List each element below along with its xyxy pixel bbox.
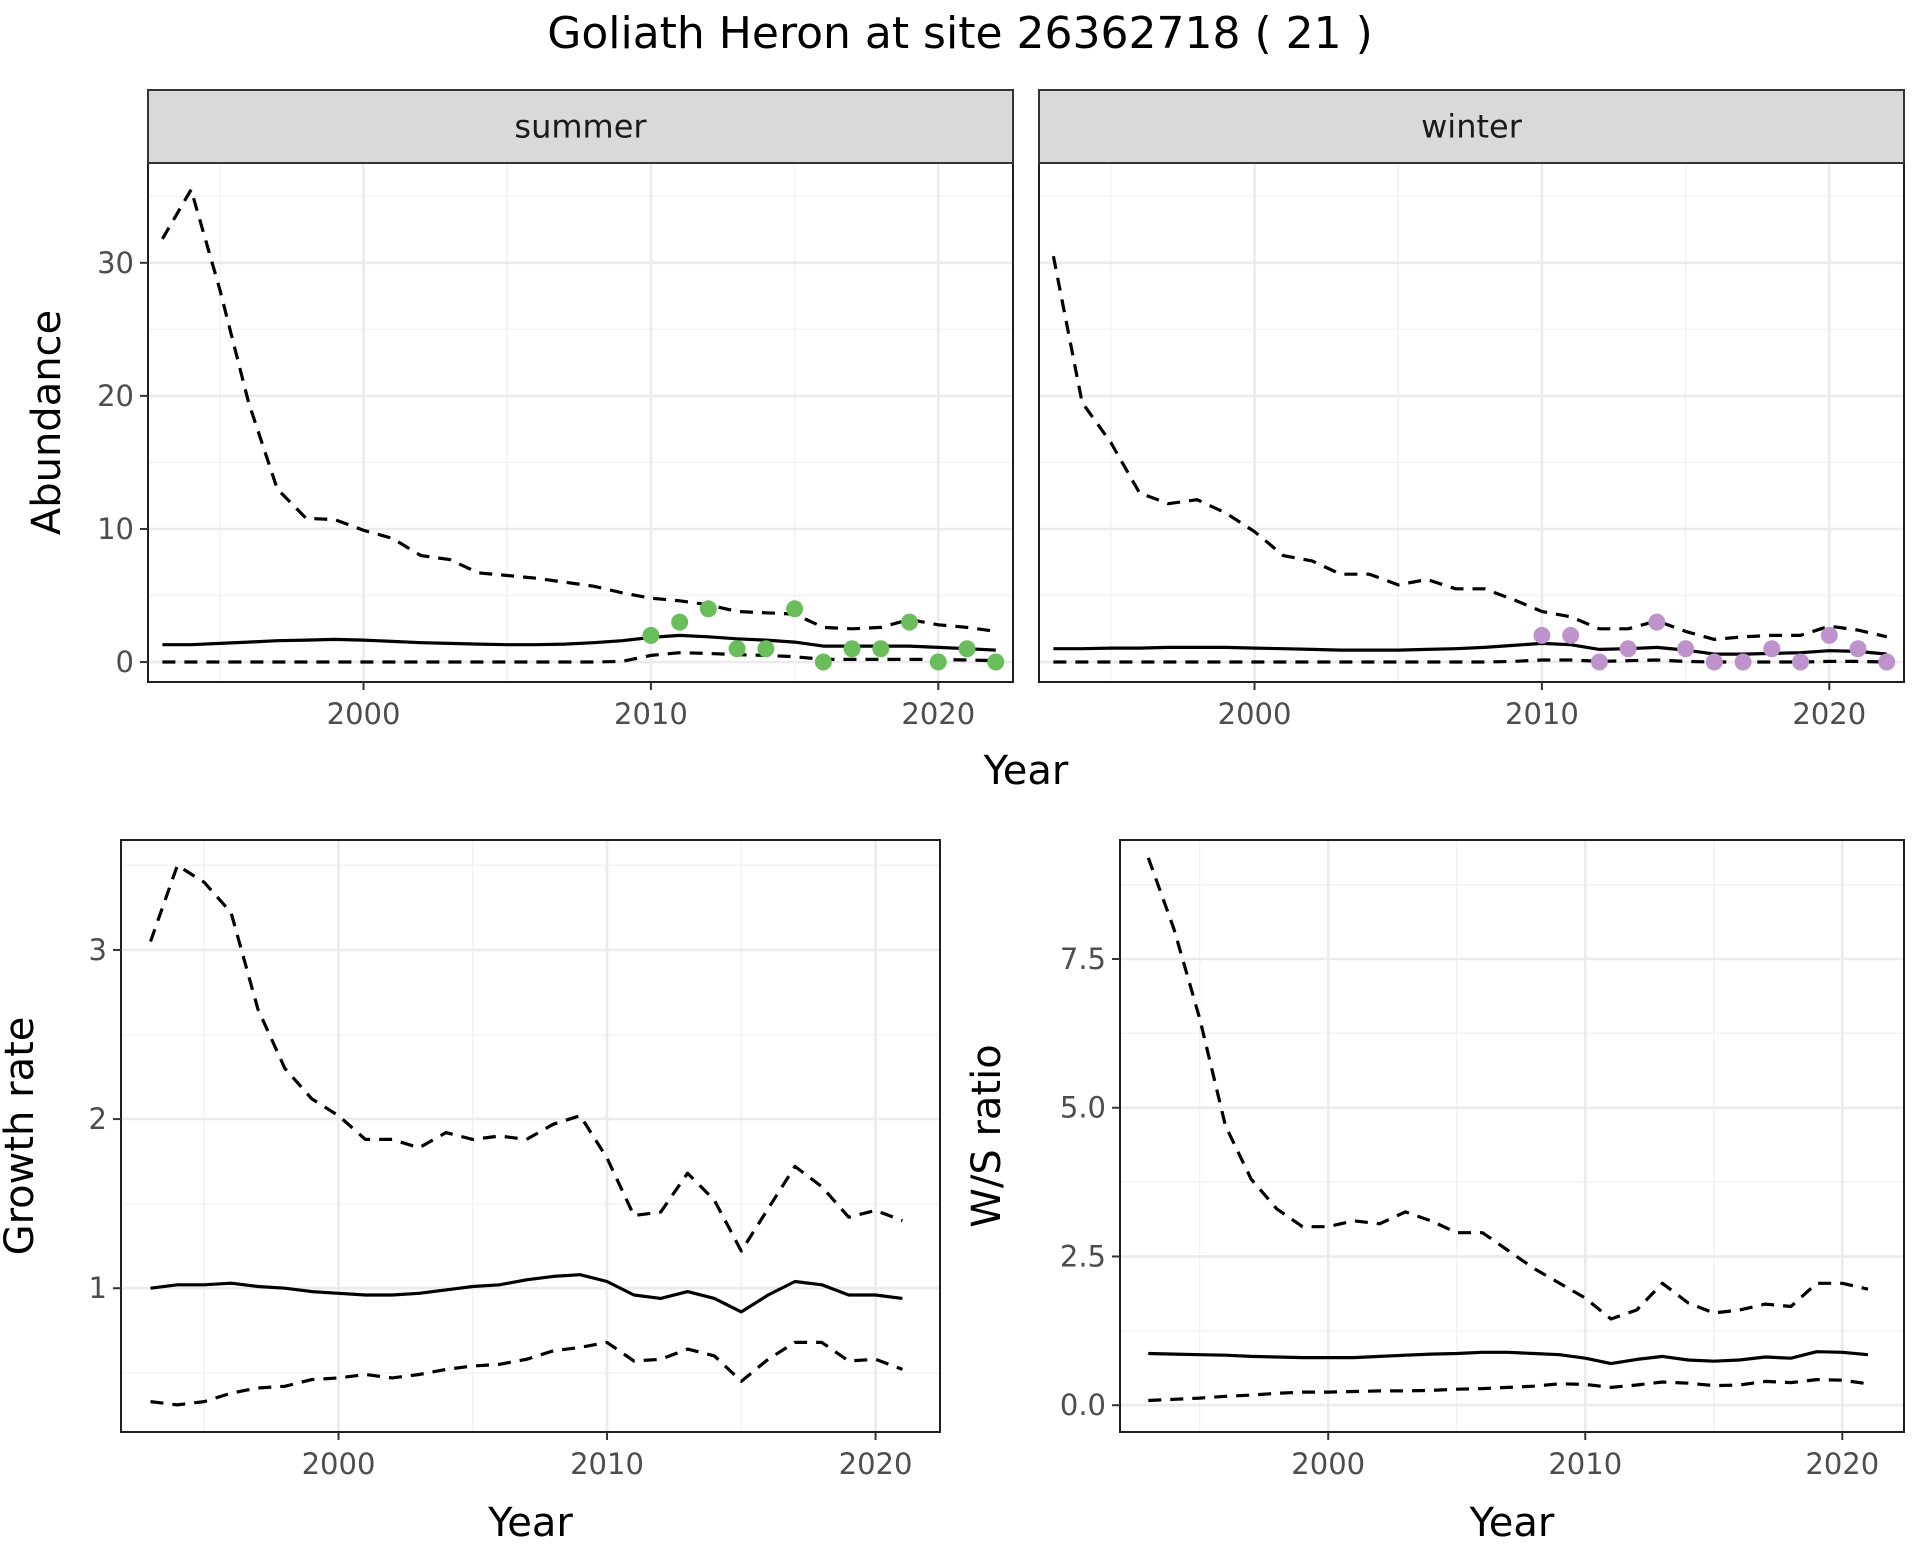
abundance-summer-observed-point xyxy=(642,626,660,644)
x-tick-label: 2020 xyxy=(901,697,975,731)
y-tick-label: 2.5 xyxy=(1060,1239,1106,1273)
abundance-summer-observed-point xyxy=(958,640,976,658)
abundance-summer-panel: summer 2000 2010 2020 0 10 20 30 Abundance xyxy=(24,89,1014,731)
abundance-winter-observed-point xyxy=(1820,626,1838,644)
y-tick-label: 0 xyxy=(116,645,134,679)
abundance-summer-upper-bound-line xyxy=(161,188,997,633)
abundance-summer-observed-point xyxy=(843,640,861,658)
growth-rate-panel: 2000 2010 2020 1 2 3 Growth rate Year xyxy=(0,839,941,1546)
ws-ratio-border xyxy=(1119,839,1905,1433)
abundance-winter-observed-point xyxy=(1619,640,1637,658)
abundance-summer-observed-point xyxy=(786,600,804,618)
x-tick-label: 2010 xyxy=(614,697,688,731)
abundance-winter-plot-area xyxy=(1039,163,1904,682)
x-tick-label: 2010 xyxy=(1505,697,1579,731)
abundance-winter-observed-point xyxy=(1705,653,1723,671)
facet-strip-summer xyxy=(147,89,1014,164)
abundance-summer-lower-bound-line xyxy=(162,651,996,664)
panels: summer 2000 2010 2020 0 10 20 30 Abundance winter… xyxy=(0,89,1905,1546)
figure-title: Goliath Heron at site 26362718 ( 21 ) xyxy=(547,8,1373,59)
y-tick-label: 1 xyxy=(89,1271,107,1305)
abundance-winter-observed-point xyxy=(1677,640,1695,658)
abundance-summer-observed-point xyxy=(901,613,919,631)
ws-ratio-lower-bound-line xyxy=(1148,1378,1869,1403)
growth-rate-border xyxy=(120,839,941,1433)
abundance-winter-observed-point xyxy=(1878,653,1896,671)
y-tick-label: 7.5 xyxy=(1060,942,1106,976)
growth-rate-upper-bound-line xyxy=(148,863,903,1253)
abundance-winter-observed-point xyxy=(1533,626,1551,644)
abundance-winter-observed-point xyxy=(1734,653,1752,671)
abundance-winter-observed-point xyxy=(1849,640,1867,658)
abundance-summer-observed-point xyxy=(699,600,717,618)
ws-ratio-estimate-line xyxy=(1148,1350,1869,1366)
y-tick-label: 0.0 xyxy=(1060,1388,1106,1422)
x-tick-label: 2000 xyxy=(1218,697,1292,731)
ws-ratio-y-axis-title: W/S ratio xyxy=(964,1044,1010,1227)
x-tick-label: 2010 xyxy=(570,1447,644,1481)
x-tick-label: 2000 xyxy=(1291,1447,1365,1481)
x-tick-label: 2000 xyxy=(302,1447,376,1481)
abundance-x-axis-title: Year xyxy=(983,748,1069,794)
abundance-winter-observed-point xyxy=(1590,653,1608,671)
abundance-summer-observed-point xyxy=(987,653,1005,671)
abundance-winter-observed-point xyxy=(1562,626,1580,644)
abundance-summer-observed-point xyxy=(814,653,832,671)
x-tick-label: 2020 xyxy=(1805,1447,1879,1481)
y-tick-label: 3 xyxy=(89,933,107,967)
abundance-winter-observed-point xyxy=(1763,640,1781,658)
growth-rate-lower-bound-line xyxy=(150,1340,903,1407)
ws-ratio-x-axis-title: Year xyxy=(1469,1500,1555,1546)
facet-strip-label: summer xyxy=(514,108,647,146)
y-tick-label: 30 xyxy=(97,246,134,280)
growth-rate-x-axis-title: Year xyxy=(487,1500,573,1546)
growth-rate-estimate-line xyxy=(150,1273,903,1314)
abundance-summer-observed-point xyxy=(872,640,890,658)
facet-strip-winter xyxy=(1038,89,1905,164)
facet-strip-label: winter xyxy=(1421,108,1523,146)
abundance-winter-observed-point xyxy=(1792,653,1810,671)
abundance-summer-plot-area xyxy=(148,163,1013,682)
ws-ratio-upper-bound-line xyxy=(1146,857,1869,1321)
growth-rate-y-axis-title: Growth rate xyxy=(0,1017,43,1256)
x-tick-label: 2000 xyxy=(327,697,401,731)
abundance-summer-observed-point xyxy=(671,613,689,631)
abundance-summer-observed-point xyxy=(728,640,746,658)
abundance-winter-estimate-line xyxy=(1053,641,1887,656)
y-tick-label: 2 xyxy=(89,1102,107,1136)
abundance-winter-observed-point xyxy=(1648,613,1666,631)
abundance-winter-upper-bound-line xyxy=(1051,255,1888,641)
x-tick-label: 2020 xyxy=(839,1447,913,1481)
ws-ratio-plot-area xyxy=(1120,840,1904,1432)
x-tick-label: 2010 xyxy=(1548,1447,1622,1481)
ws-ratio-panel: 2000 2010 2020 0.0 2.5 5.0 7.5 W/S ratio Year xyxy=(964,839,1905,1546)
abundance-winter-panel: winter 2000 2010 2020 xyxy=(1038,89,1905,731)
abundance-summer-observed-point xyxy=(929,653,947,671)
y-tick-label: 5.0 xyxy=(1060,1091,1106,1125)
y-tick-label: 10 xyxy=(97,512,134,546)
abundance-summer-y-axis-title: Abundance xyxy=(24,310,70,535)
y-tick-label: 20 xyxy=(97,379,134,413)
abundance-summer-observed-point xyxy=(757,640,775,658)
x-tick-label: 2020 xyxy=(1792,697,1866,731)
